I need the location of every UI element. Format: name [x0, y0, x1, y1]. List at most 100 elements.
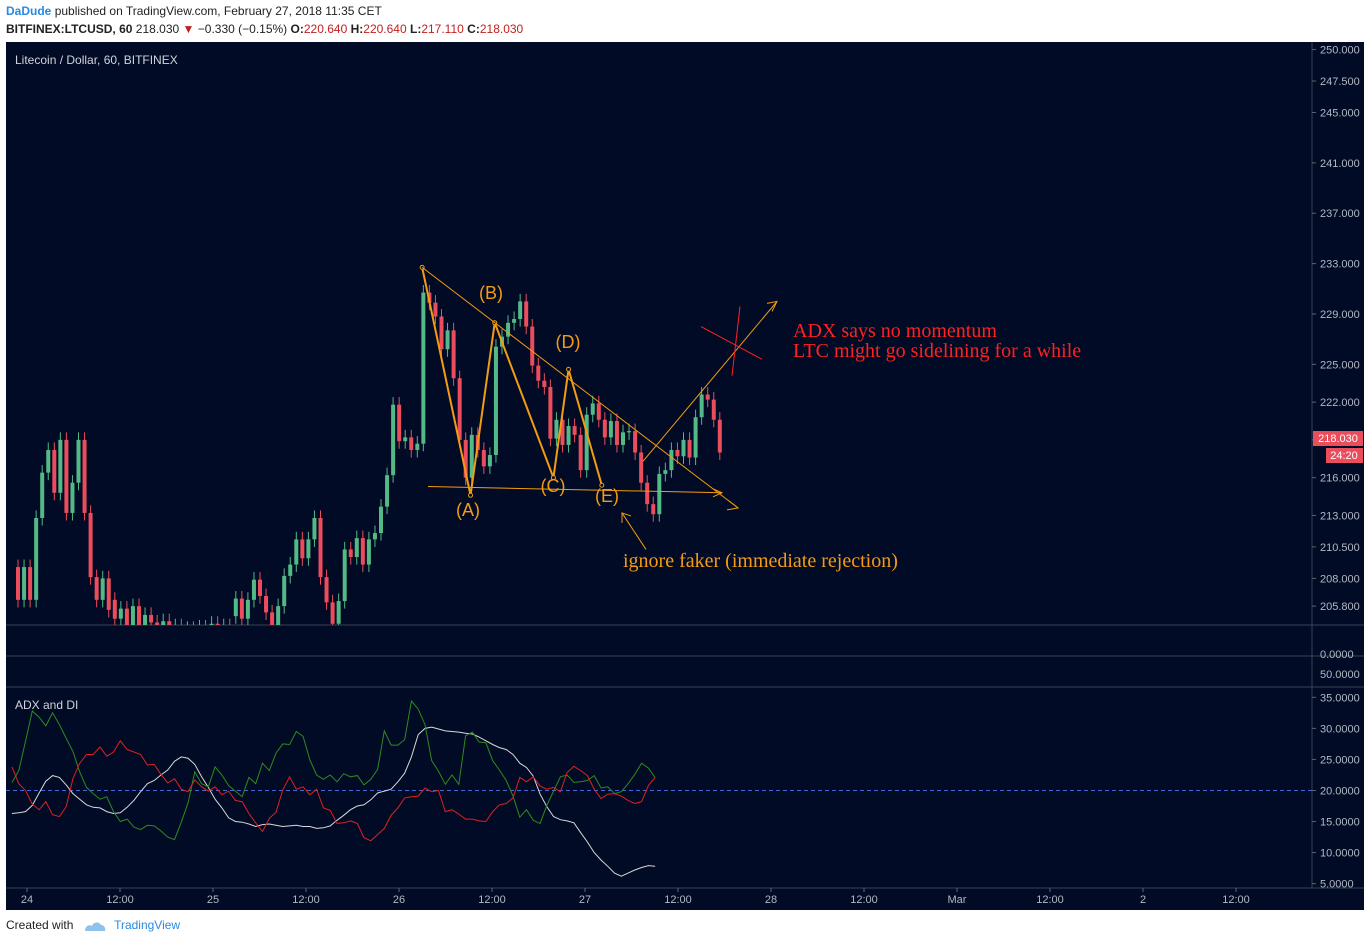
arrowhead-icon [726, 500, 740, 511]
candle-body [88, 512, 93, 578]
candle-body [161, 621, 166, 625]
price-axis-background [1312, 42, 1364, 888]
label-d: (D) [556, 332, 581, 352]
adx-tick-label: 5.0000 [1320, 879, 1354, 891]
candle-body [288, 564, 293, 576]
candle-body [209, 623, 214, 625]
adx-layer [6, 699, 1312, 877]
candle-body [614, 421, 619, 445]
candle-body [270, 612, 275, 625]
empty-pane-axis: 0.0000 50.0000 [1320, 649, 1360, 681]
candle-body [693, 417, 698, 458]
candle-body [385, 475, 390, 507]
candle-body [306, 539, 311, 559]
candle-body [421, 292, 426, 444]
candle-body [415, 443, 420, 450]
candle-body [300, 539, 305, 559]
wave-point [550, 475, 556, 481]
candle-body [22, 567, 27, 600]
candle-body [264, 596, 269, 613]
candle-body [348, 549, 353, 558]
label-b: (B) [479, 283, 503, 303]
candle-body [524, 301, 529, 327]
candle-body [130, 606, 135, 625]
cross-mark-icon [700, 326, 763, 360]
candle-body [52, 449, 57, 493]
annotation-faker: ignore faker (immediate rejection) [623, 550, 898, 572]
candle-body [639, 452, 644, 483]
candle-body [590, 403, 595, 415]
price-tick-label: 225.000 [1320, 359, 1360, 371]
time-tick-label: Mar [948, 894, 967, 906]
candle-body [548, 387, 553, 439]
candle-body [372, 533, 377, 540]
author-name[interactable]: DaDude [6, 4, 52, 18]
close-value: 218.030 [479, 22, 524, 36]
candle-body [112, 599, 117, 619]
time-tick-label: 27 [579, 894, 591, 906]
price-tick-label: 205.800 [1320, 601, 1360, 613]
time-tick-label: 26 [393, 894, 405, 906]
price-tick-label: 237.000 [1320, 208, 1360, 220]
time-tick-label: 2 [1140, 894, 1146, 906]
wave-point [599, 482, 605, 488]
publish-text: published on TradingView.com, February 2… [54, 4, 382, 18]
time-tick-label: 12:00 [1222, 894, 1250, 906]
time-axis: 24 12:00 25 12:00 26 12:00 27 12:00 28 12:00 Mar 12… [21, 888, 1250, 906]
annotation-adx-line1: ADX says no momentum [793, 320, 997, 342]
plus-di-line [11, 699, 656, 841]
adx-tick-label: 35.0000 [1320, 692, 1360, 704]
candle-body [137, 606, 141, 625]
last-price-tag [1313, 431, 1363, 446]
label-a: (A) [456, 500, 480, 520]
pane-tick-label: 50.0000 [1320, 669, 1360, 681]
candle-body [143, 614, 148, 625]
candle-body [572, 426, 577, 435]
candle-body [28, 567, 33, 600]
high-label: H: [350, 22, 364, 36]
candle-body [330, 602, 335, 624]
candle-body [560, 419, 565, 445]
candle-body [608, 421, 613, 438]
open-value: 220.640 [303, 22, 348, 36]
candle-body [16, 567, 20, 600]
time-tick-label: 12:00 [292, 894, 320, 906]
price-tick-label: 245.000 [1320, 108, 1360, 120]
symbol-label: BITFINEX:LTCUSD, 60 [6, 22, 133, 36]
time-tick-label: 12:00 [1036, 894, 1064, 906]
time-tick-label: 24 [21, 894, 33, 906]
candle-body [506, 322, 511, 337]
time-tick-label: 28 [765, 894, 777, 906]
candle-body [354, 538, 359, 558]
candle-body [251, 579, 256, 600]
annotation-adx-line2: LTC might go sidelining for a while [793, 340, 1081, 362]
price-axis: 250.000 247.500 245.000 241.000 237.000 233.0… [1312, 45, 1360, 613]
cross-mark-icon [731, 306, 741, 376]
candle-body [651, 504, 656, 515]
down-arrow-icon: ▼ [182, 22, 195, 36]
indicator-pane-title: ADX and DI [15, 698, 78, 712]
price-tick-label: 229.000 [1320, 309, 1360, 321]
price-tick-label: 241.000 [1320, 158, 1360, 170]
candle-body [64, 439, 69, 513]
candle-body [469, 434, 474, 478]
candle-body [439, 316, 444, 350]
candle-body [451, 330, 456, 379]
price-tick-label: 208.000 [1320, 573, 1360, 585]
breakout-arrow [642, 301, 778, 462]
candle-body [312, 517, 317, 540]
price-tick-label: 213.000 [1320, 510, 1360, 522]
countdown-tag [1326, 448, 1363, 463]
candle-body [258, 579, 262, 597]
adx-line [11, 726, 656, 877]
candle-body [530, 326, 535, 366]
candle-body [717, 419, 722, 453]
candle-body [282, 575, 287, 607]
candle-body [360, 538, 365, 565]
time-tick-label: 12:00 [106, 894, 134, 906]
footer: Created with TradingView [6, 918, 180, 933]
tradingview-link[interactable]: TradingView [114, 918, 181, 932]
candle-body [155, 622, 160, 625]
time-axis-background [6, 888, 1364, 910]
